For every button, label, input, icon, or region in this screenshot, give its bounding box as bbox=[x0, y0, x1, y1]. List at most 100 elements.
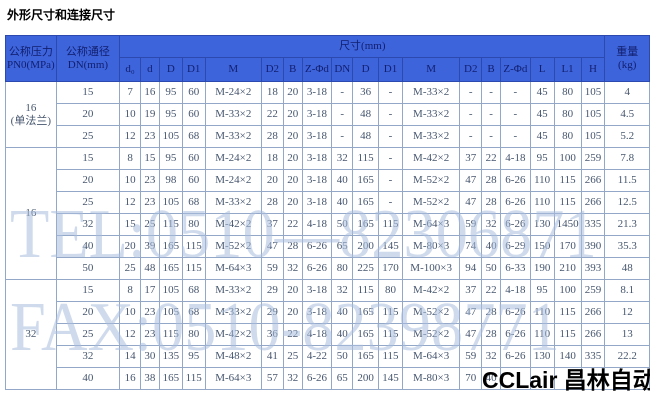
value-cell: M-24×2 bbox=[204, 169, 262, 192]
value-cell: 14 bbox=[119, 345, 141, 368]
value-cell: 6-33 bbox=[500, 257, 531, 280]
value-cell: M-33×2 bbox=[401, 125, 461, 148]
value-cell: 80 bbox=[553, 103, 582, 126]
value-cell: 393 bbox=[580, 257, 606, 280]
value-cell: 32 bbox=[481, 345, 502, 368]
value-cell: 98 bbox=[158, 169, 183, 192]
value-cell: 165 bbox=[352, 323, 380, 346]
value-cell: 266 bbox=[580, 323, 606, 346]
value-cell: 50 bbox=[331, 345, 354, 368]
value-cell: 135 bbox=[158, 345, 183, 368]
value-cell: 105 bbox=[158, 191, 183, 214]
value-cell: 7 bbox=[119, 81, 141, 104]
value-cell: - bbox=[500, 125, 531, 148]
table-row: 16 (单法兰) 15 7 16 95 60 M-24×2 18 20 3-18-36- M-33×… bbox=[5, 81, 650, 148]
value-cell: 30 bbox=[139, 345, 160, 368]
value-cell: 115 bbox=[378, 301, 403, 324]
value-cell: 40 bbox=[331, 191, 354, 214]
value-cell: 25 bbox=[282, 345, 303, 368]
value-cell: 29 bbox=[260, 301, 284, 324]
value-cell: 115 bbox=[378, 345, 403, 368]
value-cell: 105 bbox=[580, 103, 606, 126]
value-cell: 115 bbox=[158, 213, 183, 236]
value-cell: 100 bbox=[553, 279, 582, 302]
value-cell: 80 bbox=[331, 257, 354, 280]
table-row: 25 12 23 105 68 M-33×2 28 20 3-18 40 165- M-52×2 47 2… bbox=[6, 191, 650, 214]
value-cell: 100 bbox=[553, 147, 582, 170]
value-cell: - bbox=[500, 103, 531, 126]
value-cell: 12 bbox=[119, 323, 141, 346]
value-cell bbox=[529, 367, 555, 390]
value-cell: M-33×2 bbox=[204, 301, 262, 324]
value-cell: 20 bbox=[282, 279, 303, 302]
value-cell: 47 bbox=[459, 191, 483, 214]
value-cell: 45 bbox=[529, 125, 555, 148]
header-sub-2: D bbox=[158, 57, 183, 82]
value-cell: M-42×2 bbox=[401, 279, 461, 302]
value-cell: 115 bbox=[553, 323, 582, 346]
value-cell: 70 bbox=[459, 367, 483, 390]
header-size: 尺寸(mm) bbox=[119, 35, 606, 58]
table-row: 32 15 8 17 105 68 M-33×2 29 20 3-18 32 115 80 M-42×2 3… bbox=[5, 279, 650, 390]
value-cell: 37 bbox=[459, 279, 483, 302]
value-cell: 130 bbox=[529, 345, 555, 368]
value-cell: M-33×2 bbox=[204, 125, 262, 148]
value-cell: 48 bbox=[352, 125, 380, 148]
value-cell: 165 bbox=[352, 213, 380, 236]
value-cell: 28 bbox=[282, 235, 303, 258]
value-cell: 20 bbox=[282, 103, 303, 126]
value-cell: 39 bbox=[139, 235, 160, 258]
value-cell: 32 bbox=[282, 257, 303, 280]
value-cell: 3-18 bbox=[301, 103, 333, 126]
weight-cell: 12 bbox=[604, 301, 650, 324]
value-cell: 115 bbox=[352, 147, 380, 170]
value-cell: - bbox=[378, 125, 403, 148]
dn-cell: 25 bbox=[55, 125, 121, 148]
header-sub-6: B bbox=[282, 57, 303, 82]
header-sub-5: D2 bbox=[260, 57, 284, 82]
value-cell: 15 bbox=[139, 147, 160, 170]
value-cell: 74 bbox=[459, 235, 483, 258]
value-cell: 6-26 bbox=[500, 301, 531, 324]
dn-cell: 15 bbox=[55, 81, 121, 104]
value-cell: 22 bbox=[481, 279, 502, 302]
value-cell: 3-18 bbox=[301, 301, 333, 324]
value-cell: M-52×2 bbox=[401, 191, 461, 214]
weight-cell: 4.5 bbox=[604, 103, 650, 126]
value-cell: 68 bbox=[181, 125, 206, 148]
value-cell: M-80×3 bbox=[401, 367, 461, 390]
value-cell: 95 bbox=[529, 147, 555, 170]
value-cell: M-24×2 bbox=[204, 81, 262, 104]
value-cell bbox=[580, 367, 606, 390]
value-cell: - bbox=[459, 125, 483, 148]
value-cell: 32 bbox=[331, 279, 354, 302]
value-cell: M-42×2 bbox=[204, 213, 262, 236]
value-cell: 259 bbox=[580, 147, 606, 170]
header-sub-15: L bbox=[529, 57, 555, 82]
dn-cell: 15 bbox=[55, 147, 121, 170]
value-cell: M-33×2 bbox=[204, 103, 262, 126]
value-cell: 23 bbox=[139, 301, 160, 324]
table-row: 20 10 23 98 60 M-24×2 20 20 3-18 40 165- M-52×2 47 28… bbox=[6, 169, 650, 192]
value-cell: 4-22 bbox=[301, 345, 333, 368]
table-row: 20 10 19 95 60 M-33×2 22 20 3-18-48- M-33×2- - -45 8… bbox=[6, 103, 650, 126]
value-cell: 145 bbox=[378, 235, 403, 258]
value-cell: M-52×2 bbox=[401, 169, 461, 192]
value-cell: 266 bbox=[580, 191, 606, 214]
value-cell: M-52×2 bbox=[204, 235, 262, 258]
value-cell: 4-18 bbox=[301, 213, 333, 236]
dn-cell: 25 bbox=[55, 323, 121, 346]
value-cell: 225 bbox=[352, 257, 380, 280]
value-cell: 110 bbox=[529, 301, 555, 324]
value-cell: 165 bbox=[352, 169, 380, 192]
table-row: 32 15 25 115 80 M-42×2 37 22 4-18 50 165 115 M-64×3 5… bbox=[6, 213, 650, 236]
table-row: 25 12 23 115 80 M-42×2 36 22 4-18 40 165 115 M-52×2 4… bbox=[6, 323, 650, 346]
value-cell: 22 bbox=[481, 147, 502, 170]
value-cell: 115 bbox=[158, 323, 183, 346]
value-cell: 68 bbox=[181, 279, 206, 302]
value-cell: - bbox=[459, 81, 483, 104]
value-cell: 37 bbox=[260, 213, 284, 236]
value-cell: 32 bbox=[331, 147, 354, 170]
table-row: 40 16 38 165 115 M-64×3 57 32 6-26 65 200 145 M-80×3… bbox=[6, 367, 650, 390]
value-cell: 6-26 bbox=[500, 169, 531, 192]
